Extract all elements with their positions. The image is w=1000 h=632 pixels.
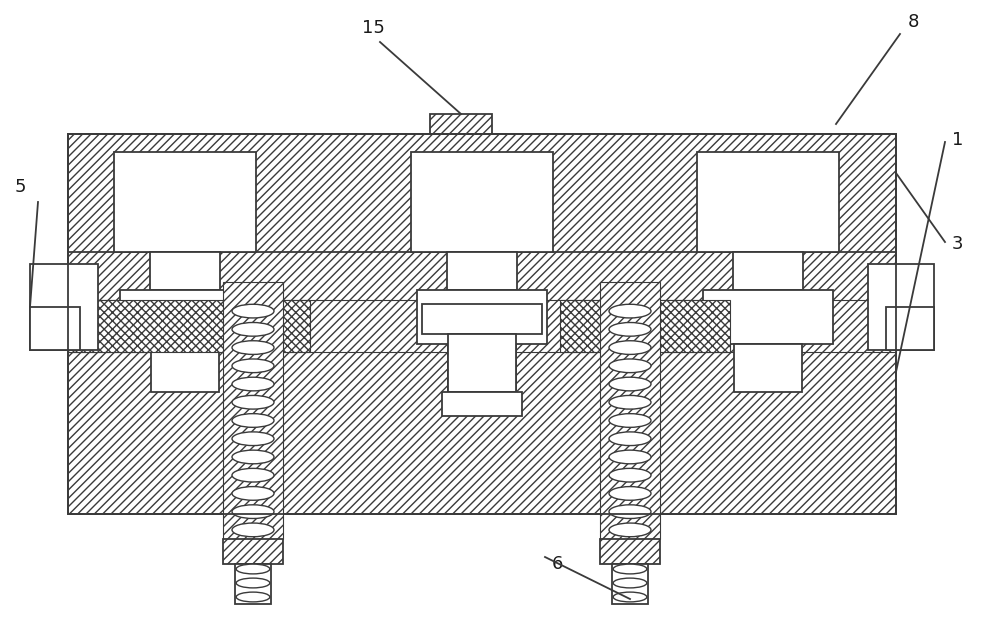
Bar <box>30 264 98 350</box>
Bar <box>703 290 833 344</box>
Bar <box>697 152 839 252</box>
Ellipse shape <box>613 564 647 574</box>
Bar <box>734 344 802 392</box>
Bar <box>448 334 516 392</box>
Bar <box>223 282 283 539</box>
Ellipse shape <box>609 304 651 318</box>
Ellipse shape <box>609 396 651 409</box>
Bar <box>868 264 934 350</box>
Bar <box>68 300 310 352</box>
Bar <box>223 539 283 564</box>
Bar <box>120 290 250 344</box>
Ellipse shape <box>613 578 647 588</box>
Ellipse shape <box>232 505 274 518</box>
Ellipse shape <box>232 450 274 464</box>
Ellipse shape <box>609 468 651 482</box>
Bar <box>30 307 80 350</box>
Ellipse shape <box>609 432 651 446</box>
Text: 5: 5 <box>14 178 26 196</box>
Ellipse shape <box>609 341 651 355</box>
Bar <box>235 564 271 604</box>
Ellipse shape <box>609 450 651 464</box>
Ellipse shape <box>609 322 651 336</box>
Bar <box>430 114 492 134</box>
Bar <box>417 290 547 344</box>
Text: 3: 3 <box>952 235 964 253</box>
Bar <box>68 134 896 514</box>
Bar <box>560 300 730 352</box>
Ellipse shape <box>609 414 651 427</box>
Ellipse shape <box>609 505 651 518</box>
Ellipse shape <box>232 377 274 391</box>
Ellipse shape <box>609 487 651 501</box>
Text: 6: 6 <box>552 555 563 573</box>
Ellipse shape <box>232 468 274 482</box>
Text: 8: 8 <box>908 13 919 31</box>
Bar <box>68 134 896 514</box>
Bar <box>442 392 522 416</box>
Ellipse shape <box>232 359 274 373</box>
Ellipse shape <box>232 432 274 446</box>
Ellipse shape <box>236 578 270 588</box>
Ellipse shape <box>232 341 274 355</box>
Ellipse shape <box>236 564 270 574</box>
Text: 15: 15 <box>362 19 384 37</box>
Ellipse shape <box>232 523 274 537</box>
Bar <box>600 282 660 539</box>
Ellipse shape <box>609 523 651 537</box>
Bar <box>447 252 517 290</box>
Ellipse shape <box>609 359 651 373</box>
Bar <box>151 344 219 392</box>
Ellipse shape <box>232 322 274 336</box>
Bar <box>612 564 648 604</box>
Ellipse shape <box>232 304 274 318</box>
Ellipse shape <box>609 377 651 391</box>
Ellipse shape <box>232 414 274 427</box>
Ellipse shape <box>613 592 647 602</box>
Bar <box>448 344 516 392</box>
Bar <box>886 307 934 350</box>
Bar <box>150 252 220 290</box>
Bar <box>733 252 803 290</box>
Ellipse shape <box>236 592 270 602</box>
Ellipse shape <box>232 396 274 409</box>
Ellipse shape <box>232 487 274 501</box>
Bar <box>600 539 660 564</box>
Bar <box>411 152 553 252</box>
Bar <box>68 134 896 252</box>
Bar <box>422 304 542 334</box>
Text: 1: 1 <box>952 131 963 149</box>
Bar <box>68 300 896 352</box>
Bar <box>114 152 256 252</box>
